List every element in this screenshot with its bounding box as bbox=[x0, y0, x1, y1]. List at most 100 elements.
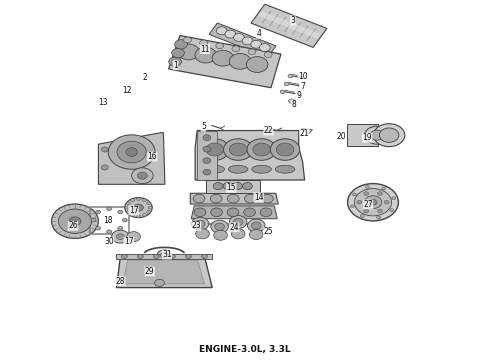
Circle shape bbox=[223, 183, 233, 190]
Circle shape bbox=[147, 211, 150, 213]
Text: ENGINE-3.0L, 3.3L: ENGINE-3.0L, 3.3L bbox=[199, 345, 291, 354]
Circle shape bbox=[350, 205, 354, 208]
Polygon shape bbox=[251, 4, 327, 48]
Circle shape bbox=[101, 165, 108, 170]
Text: 7: 7 bbox=[300, 82, 305, 91]
Circle shape bbox=[196, 229, 209, 239]
Circle shape bbox=[379, 128, 399, 142]
Text: 2: 2 bbox=[143, 73, 147, 82]
Text: 5: 5 bbox=[201, 122, 206, 131]
Text: 16: 16 bbox=[147, 152, 157, 161]
Circle shape bbox=[231, 229, 245, 239]
Circle shape bbox=[392, 197, 396, 199]
Ellipse shape bbox=[205, 165, 224, 173]
Circle shape bbox=[200, 40, 208, 46]
Text: 23: 23 bbox=[191, 221, 201, 230]
Circle shape bbox=[203, 146, 211, 152]
Polygon shape bbox=[259, 11, 320, 39]
Circle shape bbox=[169, 57, 181, 66]
Circle shape bbox=[373, 124, 405, 147]
Circle shape bbox=[125, 206, 129, 209]
Polygon shape bbox=[195, 131, 305, 180]
Circle shape bbox=[107, 207, 112, 211]
Text: 4: 4 bbox=[256, 29, 261, 38]
Ellipse shape bbox=[275, 165, 295, 173]
Circle shape bbox=[280, 90, 285, 94]
Text: 26: 26 bbox=[68, 221, 78, 230]
Ellipse shape bbox=[228, 165, 248, 173]
Circle shape bbox=[227, 194, 239, 203]
Polygon shape bbox=[346, 125, 378, 146]
Circle shape bbox=[112, 230, 129, 243]
Polygon shape bbox=[191, 206, 277, 219]
Text: 30: 30 bbox=[104, 237, 114, 246]
Circle shape bbox=[137, 254, 143, 258]
Circle shape bbox=[101, 147, 108, 152]
Circle shape bbox=[138, 172, 147, 179]
Circle shape bbox=[211, 220, 228, 233]
Circle shape bbox=[213, 183, 223, 190]
Circle shape bbox=[364, 192, 368, 195]
Circle shape bbox=[174, 40, 187, 49]
Circle shape bbox=[96, 226, 100, 230]
Circle shape bbox=[132, 168, 153, 184]
Circle shape bbox=[384, 201, 389, 204]
Polygon shape bbox=[117, 256, 212, 288]
Polygon shape bbox=[197, 131, 217, 180]
Circle shape bbox=[229, 54, 251, 69]
Text: 13: 13 bbox=[98, 98, 108, 107]
Circle shape bbox=[270, 139, 300, 160]
Circle shape bbox=[210, 194, 222, 203]
Circle shape bbox=[126, 202, 130, 205]
Circle shape bbox=[260, 208, 272, 217]
Circle shape bbox=[227, 208, 239, 217]
Circle shape bbox=[390, 209, 393, 212]
Circle shape bbox=[352, 193, 356, 196]
Circle shape bbox=[131, 199, 135, 202]
Circle shape bbox=[178, 44, 199, 60]
Circle shape bbox=[251, 222, 261, 229]
Circle shape bbox=[246, 57, 268, 72]
Circle shape bbox=[193, 194, 205, 203]
Text: 1: 1 bbox=[173, 61, 178, 70]
Circle shape bbox=[377, 209, 382, 213]
Circle shape bbox=[134, 204, 144, 211]
Circle shape bbox=[377, 192, 382, 195]
Text: 3: 3 bbox=[291, 16, 295, 25]
Circle shape bbox=[370, 130, 384, 140]
Circle shape bbox=[249, 229, 263, 239]
Circle shape bbox=[248, 49, 256, 55]
Polygon shape bbox=[209, 23, 276, 57]
Circle shape bbox=[127, 231, 141, 242]
Polygon shape bbox=[190, 193, 278, 204]
Text: 8: 8 bbox=[292, 100, 296, 109]
Circle shape bbox=[153, 254, 159, 258]
Ellipse shape bbox=[252, 165, 271, 173]
Circle shape bbox=[247, 139, 276, 160]
Text: 24: 24 bbox=[229, 223, 239, 232]
Circle shape bbox=[206, 143, 223, 156]
Circle shape bbox=[195, 220, 205, 227]
Circle shape bbox=[366, 185, 369, 188]
Polygon shape bbox=[117, 254, 212, 258]
Text: 9: 9 bbox=[296, 91, 301, 100]
Circle shape bbox=[203, 169, 211, 175]
Text: 22: 22 bbox=[264, 126, 273, 135]
Circle shape bbox=[251, 40, 262, 48]
Text: 20: 20 bbox=[337, 132, 346, 141]
Circle shape bbox=[172, 48, 184, 58]
Polygon shape bbox=[123, 260, 204, 284]
Circle shape bbox=[234, 33, 245, 41]
Text: 10: 10 bbox=[298, 72, 307, 81]
Circle shape bbox=[203, 135, 211, 140]
Circle shape bbox=[143, 199, 147, 202]
Circle shape bbox=[195, 47, 217, 63]
Text: 15: 15 bbox=[226, 183, 236, 192]
Circle shape bbox=[170, 254, 175, 258]
Circle shape bbox=[284, 82, 289, 86]
Circle shape bbox=[225, 30, 236, 38]
Circle shape bbox=[148, 206, 152, 209]
Circle shape bbox=[259, 44, 270, 51]
Polygon shape bbox=[206, 180, 260, 193]
Text: 19: 19 bbox=[362, 133, 372, 142]
